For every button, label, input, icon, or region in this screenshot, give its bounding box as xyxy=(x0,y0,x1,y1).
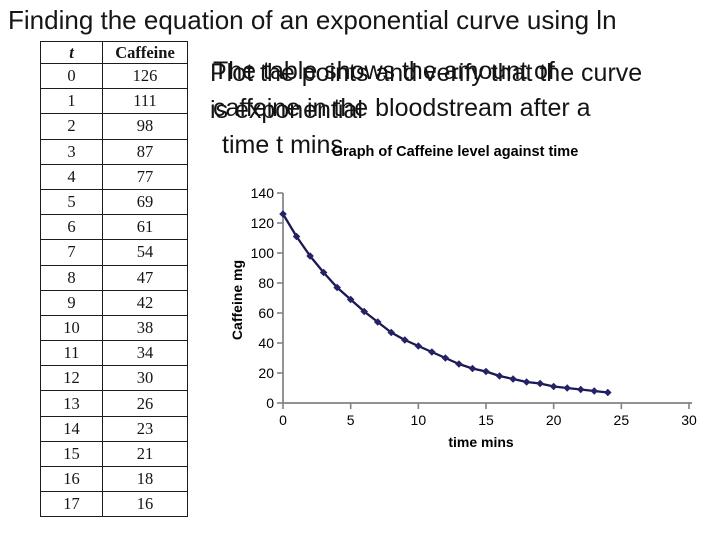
y-tick-label: 40 xyxy=(258,335,274,351)
data-point-marker xyxy=(387,328,396,337)
y-tick-label: 20 xyxy=(258,365,274,381)
cell-caffeine-value: 26 xyxy=(102,390,188,417)
data-point-marker xyxy=(495,372,504,380)
x-tick-label: 30 xyxy=(681,412,697,428)
table-row: 17 16 xyxy=(40,491,188,518)
table-row: 7 54 xyxy=(40,239,188,266)
table-row: 4 77 xyxy=(40,163,188,190)
x-tick-label: 0 xyxy=(279,412,287,428)
y-tick-label: 60 xyxy=(258,305,274,321)
cell-caffeine-value: 16 xyxy=(102,491,188,518)
cell-caffeine-value: 69 xyxy=(102,188,188,216)
cell-caffeine-value: 126 xyxy=(102,62,188,90)
data-point-marker xyxy=(373,318,382,326)
y-tick-label: 0 xyxy=(266,395,274,411)
cell-caffeine-value: 47 xyxy=(102,264,188,291)
table-row: 11 34 xyxy=(40,340,188,367)
data-point-marker xyxy=(522,378,531,386)
cell-caffeine-value: 38 xyxy=(102,314,188,342)
y-tick-label: 120 xyxy=(251,215,275,231)
x-tick-label: 15 xyxy=(478,412,494,428)
chart-x-axis-label: time mins xyxy=(448,434,514,450)
x-tick-label: 5 xyxy=(347,412,355,428)
text-line: The table shows the amount of xyxy=(213,57,555,85)
cell-t-value: 16 xyxy=(40,465,103,493)
x-tick-label: 20 xyxy=(546,412,562,428)
data-point-marker xyxy=(306,252,314,260)
table-row: 13 26 xyxy=(40,390,188,417)
data-point-marker xyxy=(401,336,409,344)
data-point-marker xyxy=(590,387,599,395)
cell-caffeine-value: 87 xyxy=(102,138,188,165)
cell-caffeine-value: 54 xyxy=(102,239,188,266)
cell-t-value: 11 xyxy=(40,340,103,367)
cell-t-value: 6 xyxy=(40,214,103,241)
textblock-table-description: The table shows the amount of caffeine i… xyxy=(213,53,591,164)
textblock-plot-instruction: Plot the points and verify that the curv… xyxy=(210,55,642,129)
cell-t-value: 12 xyxy=(40,365,103,392)
cell-t-value: 10 xyxy=(40,314,103,342)
table-row: 10 38 xyxy=(40,314,188,342)
data-point-marker xyxy=(333,283,341,292)
data-point-marker xyxy=(549,382,558,391)
data-point-marker xyxy=(604,388,612,397)
data-point-marker xyxy=(468,364,477,373)
data-point-marker xyxy=(346,295,355,304)
cell-t-value: 13 xyxy=(40,390,103,417)
cell-caffeine-value: 77 xyxy=(102,163,188,190)
cell-caffeine-value: 42 xyxy=(102,289,188,316)
data-point-marker xyxy=(509,375,517,383)
data-curve xyxy=(281,212,609,394)
text-line: time t mins xyxy=(222,131,343,159)
table-row: 9 42 xyxy=(40,289,188,316)
table-row: 0 126 xyxy=(40,62,188,90)
x-tick-label: 10 xyxy=(411,412,427,428)
cell-t-value: 7 xyxy=(40,239,103,266)
data-point-marker xyxy=(482,367,490,376)
text-line: is exponential xyxy=(210,96,363,124)
y-tick-label: 100 xyxy=(251,245,275,261)
data-point-marker xyxy=(414,342,423,350)
cell-t-value: 2 xyxy=(40,113,103,140)
data-point-marker xyxy=(319,268,328,277)
data-point-marker xyxy=(576,385,585,394)
y-tick-label: 140 xyxy=(251,185,275,201)
data-point-marker xyxy=(536,379,544,388)
data-point-marker xyxy=(455,360,463,368)
caffeine-data-table: t Caffeine 0 126 1 111 2 98 3 87 4 77 5 69 6 61 7 54 8 47… xyxy=(40,41,188,518)
x-tick-label: 25 xyxy=(614,412,630,428)
table-row: 8 47 xyxy=(40,264,188,291)
data-point-marker xyxy=(563,384,571,392)
data-point-marker xyxy=(428,348,436,356)
text-line: Plot the points and verify that the curv… xyxy=(210,59,643,87)
data-point-marker xyxy=(360,307,368,316)
y-tick-label: 80 xyxy=(258,275,274,291)
cell-caffeine-value: 34 xyxy=(102,340,188,367)
text-line: caffeine in the bloodstream after a xyxy=(213,94,591,122)
chart-title: Graph of Caffeine level against time xyxy=(331,144,579,160)
cell-t-value: 15 xyxy=(40,440,103,468)
slide-title: Finding the equation of an exponential c… xyxy=(8,5,617,35)
table-row: 12 30 xyxy=(40,365,188,392)
data-point-marker xyxy=(292,232,301,241)
data-point-marker xyxy=(279,210,287,218)
cell-t-value: 1 xyxy=(40,88,103,115)
data-point-marker xyxy=(441,354,450,362)
